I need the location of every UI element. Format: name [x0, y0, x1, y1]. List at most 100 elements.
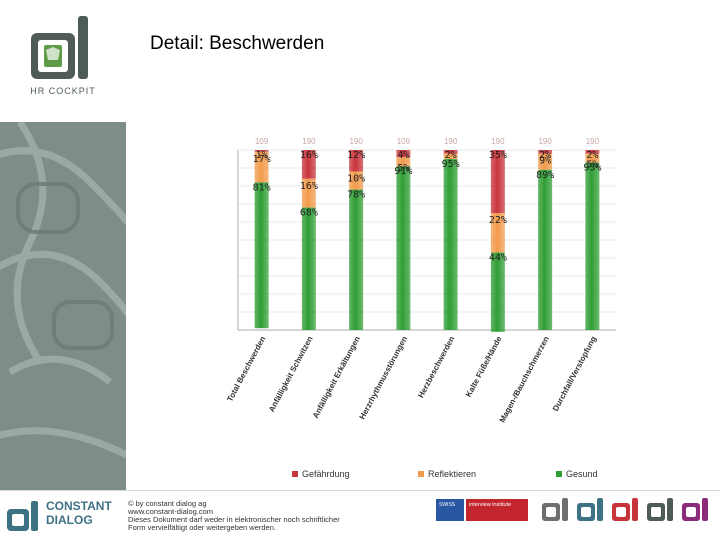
bar-gesund-2 [349, 189, 364, 330]
data-label: 1% [256, 150, 268, 161]
data-label: 89% [536, 170, 554, 181]
data-label: 2% [445, 150, 457, 161]
bar-reflektieren-7 [585, 153, 600, 163]
bar-gesund-5 [490, 252, 505, 332]
bar-gesund-6 [538, 169, 553, 330]
bar-gefährdung-3 [396, 150, 411, 158]
data-label: 5% [586, 160, 598, 171]
data-label: 44% [489, 253, 507, 264]
notice-line-1: Dieses Dokument darf weder in elektronis… [128, 515, 340, 524]
product-icon-research[interactable] [680, 497, 710, 533]
data-label: 9% [539, 156, 551, 167]
bar-reflektieren-1 [301, 178, 316, 208]
legend-swatch [418, 471, 424, 477]
bar-gefährdung-0 [254, 150, 269, 152]
hr-cockpit-logo: HR COCKPIT [0, 0, 126, 122]
data-label: 93% [583, 163, 601, 174]
callcenter-icon [612, 498, 638, 521]
legend-label: Gesund [566, 469, 598, 479]
data-label: 2% [586, 150, 598, 161]
legend-swatch [556, 471, 562, 477]
n-label: 190 [349, 137, 363, 146]
product-icon-dialog[interactable] [575, 497, 605, 533]
cockpit-logo-icon [31, 16, 88, 79]
product-icon-development[interactable] [645, 497, 675, 533]
data-label: 10% [347, 174, 365, 185]
bar-reflektieren-0 [254, 151, 269, 183]
footer-brand: CONSTANT DIALOG [46, 499, 122, 527]
bar-gesund-7 [585, 162, 600, 330]
data-label: 81% [253, 182, 271, 193]
data-label: 5% [397, 163, 409, 174]
partner-badges: SWISS interview institute [436, 499, 530, 531]
stacked-bar-chart: 109 1% 17% 81% Total Beschwerden 190 16% 16% 68%… [186, 130, 626, 490]
interview-institute-text: interview institute [469, 502, 512, 508]
sidebar: HR COCKPIT [0, 0, 126, 540]
x-tick-label: Herzbeschwerden [416, 335, 456, 400]
bar-gesund-1 [301, 207, 316, 330]
data-label: 35% [489, 150, 507, 161]
footer-product-icons [538, 497, 718, 537]
data-label: 78% [347, 190, 365, 201]
footer-url[interactable]: www.constant-dialog.com [128, 507, 214, 516]
page-title: Detail: Beschwerden [150, 33, 325, 54]
n-label: 190 [586, 137, 600, 146]
sidebar-pattern [0, 120, 126, 490]
dialog-icon [577, 498, 603, 521]
bar-reflektieren-2 [349, 171, 364, 190]
copyright-text: © by constant dialog ag [128, 499, 207, 508]
chart-svg: 109 1%17% 81% Total Beschwerden 190 16% 16% 68%… [225, 137, 616, 479]
data-label: 68% [300, 208, 318, 219]
bar-gefährdung-6 [538, 150, 553, 154]
data-label: 4% [397, 150, 409, 161]
bar-reflektieren-3 [396, 157, 411, 167]
swiss-badge: SWISS [436, 499, 464, 521]
notice-line-2: Form vervielfältigt oder weitergeben wer… [128, 523, 276, 532]
footer: CONSTANT DIALOG © by constant dialog ag … [0, 490, 720, 540]
bar-reflektieren-4 [443, 153, 458, 159]
data-label: 17% [253, 154, 271, 165]
swiss-badge-text: SWISS [439, 502, 456, 508]
bar-gefährdung-7 [585, 150, 600, 154]
data-label: 2% [539, 150, 551, 161]
research-icon [682, 498, 708, 521]
x-tick-label: Kalte Füße/Hände [464, 334, 504, 398]
product-icon-1[interactable] [540, 497, 570, 533]
data-label: 91% [394, 166, 412, 177]
x-tick-label: Durchfall/Verstopfung [551, 335, 598, 413]
legend-label: Gefährdung [302, 469, 350, 479]
bar-gesund-4 [443, 159, 458, 330]
data-label: 12% [347, 150, 365, 161]
logo-text: HR COCKPIT [30, 86, 96, 96]
development-icon [647, 498, 673, 521]
product-icon-callcenter[interactable] [610, 497, 640, 533]
interview-institute-badge: interview institute [466, 499, 528, 521]
n-label: 190 [491, 137, 505, 146]
cd-logo-icon [7, 501, 38, 531]
n-label: 190 [538, 137, 552, 146]
bar-gefährdung-2 [349, 150, 364, 172]
data-label: 16% [300, 181, 318, 192]
footer-copyright: © by constant dialog ag www.constant-dia… [128, 500, 368, 532]
x-tick-label: Anfälligkeit Schwitzen [267, 335, 315, 414]
bar-reflektieren-6 [538, 153, 553, 170]
data-label: 16% [300, 150, 318, 161]
n-label: 109 [397, 137, 411, 146]
legend-label: Reflektieren [428, 469, 476, 479]
n-label: 109 [255, 137, 269, 146]
bar-gefährdung-4 [443, 150, 458, 154]
cd-product-icon [542, 498, 568, 521]
bar-gefährdung-1 [301, 150, 316, 179]
n-label: 190 [302, 137, 316, 146]
legend-swatch [292, 471, 298, 477]
x-tick-label: Anfälligkeit Erkältungen [311, 335, 362, 420]
constant-dialog-logo [6, 499, 40, 533]
bar-gesund-3 [396, 166, 411, 330]
x-tick-label: Herzrhythmusstörungen [358, 335, 410, 421]
sidebar-decoration [0, 120, 126, 490]
brand-line-2: DIALOG [46, 513, 93, 527]
n-label: 190 [444, 137, 458, 146]
data-label: 95% [442, 159, 460, 170]
bar-gefährdung-5 [490, 150, 505, 213]
data-label: 22% [489, 215, 507, 226]
